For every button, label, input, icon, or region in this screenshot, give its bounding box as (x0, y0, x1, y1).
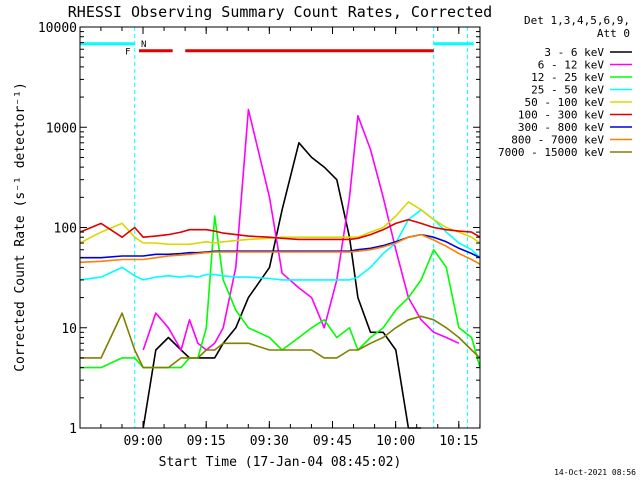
series-line-5 (79, 218, 481, 241)
x-tick-label-2: 09:30 (250, 434, 289, 449)
x-tick-label-4: 10:00 (376, 434, 415, 449)
series-line-7 (79, 233, 481, 265)
flag-label-f: F (125, 48, 130, 58)
timestamp: 14-Oct-2021 08:56 (554, 468, 636, 477)
legend-label-4: 50 - 100 keV (525, 96, 605, 109)
series-line-1 (142, 108, 460, 351)
y-tick-label-1: 10 (61, 322, 77, 337)
y-axis-label: Corrected Count Rate (s⁻¹ detector⁻¹) (13, 82, 28, 372)
legend-header-2: Att 0 (597, 27, 630, 40)
legend-label-6: 300 - 800 keV (518, 121, 604, 134)
y-tick-label-3: 1000 (46, 121, 77, 136)
y-tick-label-2: 100 (54, 222, 77, 237)
series-line-3 (79, 209, 481, 281)
legend-header-1: Det 1,3,4,5,6,9, (524, 14, 630, 27)
plot-frame (79, 26, 481, 429)
legend-label-8: 7000 - 15000 keV (498, 146, 604, 159)
y-tick-label-4: 10000 (38, 21, 77, 36)
axes: 1 10 100 1000 10000 09:00 09:15 09:30 09:45 10:00… (38, 21, 481, 449)
x-tick-label-1: 09:15 (187, 434, 226, 449)
legend-label-3: 25 - 50 keV (531, 84, 604, 97)
series-line-8 (80, 312, 481, 369)
x-tick-label-5: 10:15 (439, 434, 478, 449)
legend-label-5: 100 - 300 keV (518, 109, 604, 122)
x-tick-label-3: 09:45 (313, 434, 352, 449)
legend-label-7: 800 - 7000 keV (511, 134, 604, 147)
x-axis-label: Start Time (17-Jan-04 08:45:02) (159, 455, 402, 470)
y-tick-label-0: 1 (69, 422, 77, 437)
plot-area: FN (79, 27, 481, 429)
flag-label-n: N (141, 40, 146, 50)
legend-label-1: 6 - 12 keV (538, 59, 605, 72)
x-tick-label-0: 09:00 (123, 434, 162, 449)
legend-label-0: 3 - 6 keV (544, 46, 604, 59)
chart-title: RHESSI Observing Summary Count Rates, Co… (68, 3, 492, 21)
series-line-4 (79, 201, 481, 246)
legend-label-2: 12 - 25 keV (531, 71, 604, 84)
